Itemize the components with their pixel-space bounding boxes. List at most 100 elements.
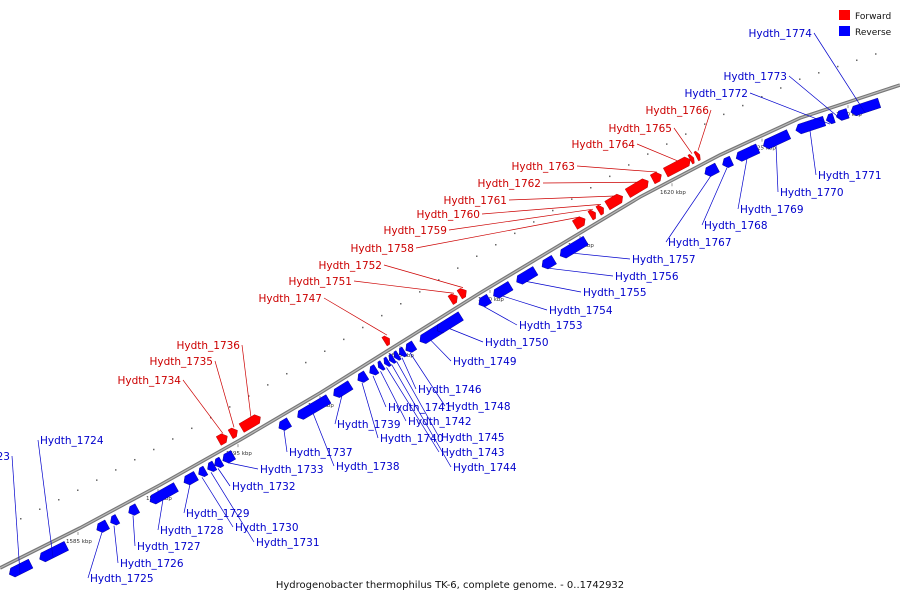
gene-arrow[interactable]: Hydth_1770: [761, 129, 792, 151]
gene-arrow[interactable]: Hydth_1757: [558, 235, 589, 260]
gene-label[interactable]: Hydth_1753: [519, 320, 583, 332]
gene-label[interactable]: Hydth_1767: [668, 237, 732, 249]
gene-label[interactable]: Hydth_1746: [418, 384, 482, 396]
gene-arrow[interactable]: Hydth_1723: [7, 558, 34, 579]
gene-label[interactable]: Hydth_1759: [383, 225, 447, 237]
gene-arrow[interactable]: Hydth_1742: [376, 360, 386, 372]
gene-arrow[interactable]: Hydth_1759: [587, 208, 598, 221]
gene-label[interactable]: Hydth_1752: [318, 260, 382, 272]
gene-label[interactable]: Hydth_1772: [684, 88, 748, 100]
gene-label[interactable]: Hydth_1732: [232, 481, 296, 493]
gene-arrow[interactable]: Hydth_1768: [720, 155, 734, 169]
gene-label[interactable]: Hydth_1734: [117, 375, 181, 387]
gene-arrow[interactable]: Hydth_1724: [37, 541, 69, 563]
gene-label[interactable]: Hydth_1773: [723, 71, 787, 83]
gene-label[interactable]: Hydth_1768: [704, 220, 768, 232]
gene-label[interactable]: Hydth_1729: [186, 508, 250, 520]
gene-label[interactable]: Hydth_1756: [615, 271, 679, 283]
gene-arrow[interactable]: Hydth_1767: [702, 162, 720, 178]
gene-arrow[interactable]: Hydth_1762: [624, 177, 651, 198]
gene-arrow[interactable]: Hydth_1758: [572, 215, 587, 230]
gene-arrow[interactable]: Hydth_1733: [220, 450, 236, 465]
gene-arrow[interactable]: Hydth_1737: [276, 417, 292, 433]
gene-label[interactable]: Hydth_1770: [780, 187, 844, 199]
gene-arrow[interactable]: Hydth_1725: [94, 519, 110, 534]
gene-label[interactable]: Hydth_1774: [748, 28, 812, 40]
gene-label[interactable]: Hydth_1763: [511, 161, 575, 173]
gene-label[interactable]: Hydth_1737: [289, 447, 353, 459]
gene-arrow[interactable]: Hydth_1769: [734, 143, 761, 163]
gene-arrow[interactable]: Hydth_1773: [835, 108, 850, 122]
gene-label[interactable]: Hydth_1730: [235, 522, 299, 534]
gene-arrow[interactable]: Hydth_1745: [392, 350, 402, 362]
gene-label[interactable]: Hydth_1754: [549, 305, 613, 317]
gene-label[interactable]: Hydth_1751: [288, 276, 352, 288]
gene-arrow[interactable]: Hydth_1734: [215, 432, 230, 446]
gene-label[interactable]: Hydth_1758: [350, 243, 414, 255]
gene-label[interactable]: Hydth_1764: [571, 139, 635, 151]
gene-label[interactable]: Hydth_1736: [176, 340, 240, 352]
gene-label[interactable]: Hydth_1725: [90, 573, 154, 585]
gene-label[interactable]: Hydth_1745: [441, 432, 505, 444]
gene-arrow[interactable]: Hydth_1755: [514, 266, 539, 286]
gene-arrow[interactable]: Hydth_1765: [687, 153, 696, 165]
gene-label[interactable]: Hydth_1749: [453, 356, 517, 368]
gene-label[interactable]: Hydth_1723: [0, 451, 10, 463]
gene-label[interactable]: Hydth_1743: [441, 447, 505, 459]
gene-arrow[interactable]: Hydth_1763: [649, 170, 664, 185]
gene-label[interactable]: Hydth_1755: [583, 287, 647, 299]
gene-arrow[interactable]: Hydth_1753: [476, 293, 492, 309]
gene-arrow[interactable]: Hydth_1748: [403, 340, 418, 355]
gene-arrow[interactable]: Hydth_1732: [212, 456, 225, 470]
gene-arrow[interactable]: Hydth_1774: [849, 97, 882, 117]
gene-arrow[interactable]: Hydth_1746: [397, 346, 408, 359]
gene-arrow[interactable]: Hydth_1756: [539, 255, 557, 271]
gene-arrow[interactable]: Hydth_1760: [595, 204, 606, 216]
gene-label[interactable]: Hydth_1769: [740, 204, 804, 216]
gene-label[interactable]: Hydth_1733: [260, 464, 324, 476]
gene-label[interactable]: Hydth_1731: [256, 537, 320, 549]
gene-label[interactable]: Hydth_1728: [160, 525, 224, 537]
gene-label[interactable]: Hydth_1738: [336, 461, 400, 473]
gene-label[interactable]: Hydth_1727: [137, 541, 201, 553]
gene-arrow[interactable]: Hydth_1764: [663, 155, 692, 178]
gene-label[interactable]: Hydth_1747: [258, 293, 322, 305]
gene-label[interactable]: Hydth_1766: [645, 105, 709, 117]
gene-arrow[interactable]: Hydth_1740: [355, 370, 370, 385]
gene-arrow[interactable]: Hydth_1736: [238, 413, 263, 433]
gene-label[interactable]: Hydth_1750: [485, 337, 549, 349]
gene-arrow[interactable]: Hydth_1739: [331, 380, 354, 400]
gene-arrow[interactable]: Hydth_1744: [387, 353, 397, 365]
gene-arrow[interactable]: Hydth_1752: [456, 286, 469, 300]
gene-arrow[interactable]: Hydth_1729: [181, 471, 199, 487]
gene-arrow[interactable]: Hydth_1741: [367, 364, 380, 378]
gene-label[interactable]: Hydth_1761: [443, 195, 507, 207]
gene-arrow[interactable]: Hydth_1761: [604, 192, 626, 211]
gene-label[interactable]: Hydth_1748: [447, 401, 511, 413]
gene-arrow[interactable]: Hydth_1771: [794, 115, 827, 135]
gene-label[interactable]: Hydth_1744: [453, 462, 517, 474]
gene-label[interactable]: Hydth_1740: [380, 433, 444, 445]
gene-arrow[interactable]: Hydth_1735: [227, 426, 240, 439]
gene-label[interactable]: Hydth_1724: [40, 435, 104, 447]
gene-label[interactable]: Hydth_1771: [818, 170, 882, 182]
gene-arrow[interactable]: Hydth_1730: [196, 465, 209, 479]
gene-label[interactable]: Hydth_1762: [477, 178, 541, 190]
gene-arrow[interactable]: Hydth_1747: [381, 334, 392, 347]
gene-label[interactable]: Hydth_1742: [408, 416, 472, 428]
gene-arrow[interactable]: Hydth_1738: [295, 394, 332, 422]
gene-label[interactable]: Hydth_1739: [337, 419, 401, 431]
gene-label[interactable]: Hydth_1741: [388, 402, 452, 414]
gene-arrow[interactable]: Hydth_1766: [693, 150, 702, 162]
gene-arrow[interactable]: Hydth_1750: [434, 311, 464, 335]
gene-label[interactable]: Hydth_1735: [149, 356, 213, 368]
gene-label[interactable]: Hydth_1726: [120, 558, 184, 570]
gene-arrow[interactable]: Hydth_1727: [126, 503, 141, 518]
gene-arrow[interactable]: Hydth_1743: [382, 356, 392, 368]
gene-arrow[interactable]: Hydth_1728: [147, 482, 179, 506]
gene-label[interactable]: Hydth_1765: [608, 123, 672, 135]
gene-arrow[interactable]: Hydth_1726: [108, 514, 121, 527]
gene-label[interactable]: Hydth_1760: [416, 209, 480, 221]
gene-label[interactable]: Hydth_1757: [632, 254, 696, 266]
gene-arrow[interactable]: Hydth_1772: [825, 112, 836, 125]
